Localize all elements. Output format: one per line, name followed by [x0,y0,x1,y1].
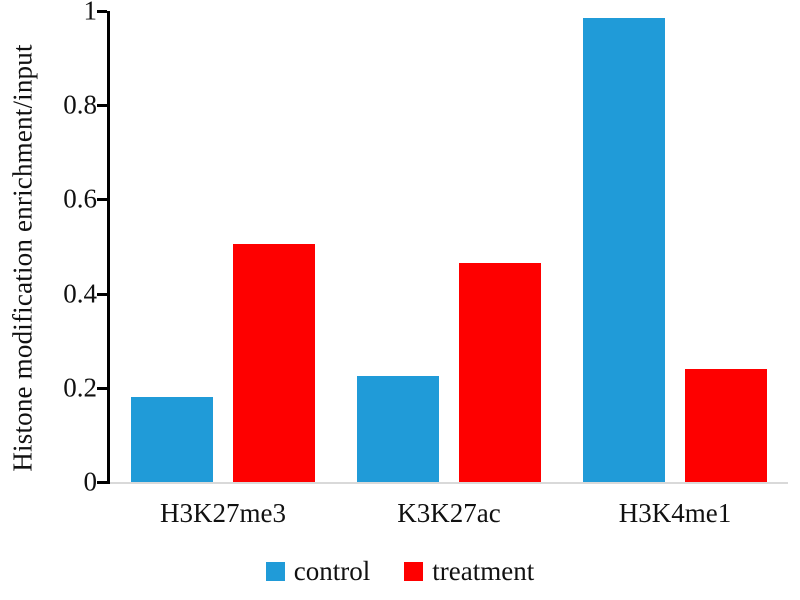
y-tick-mark [97,292,107,296]
y-axis-title: Histone modification enrichment/input [7,44,38,472]
legend-swatch-control [265,562,285,581]
y-tick-label: 0.4 [63,278,97,309]
legend-swatch-treatment [404,562,424,581]
x-axis-line [110,482,788,484]
y-tick-label: 0.6 [63,183,97,214]
legend-label-treatment: treatment [432,556,535,586]
x-axis-labels: H3K27me3 K3K27ac H3K4me1 [110,498,788,534]
bar-treatment-K3K27ac [459,263,541,482]
bar-treatment-H3K4me1 [685,368,767,482]
legend: control treatment [0,556,800,587]
legend-item-control: control [265,556,371,587]
y-tick-label: 0 [83,466,98,497]
y-tick-label: 1 [83,0,98,26]
y-tick-mark [97,198,107,202]
bar-treatment-H3K27me3 [233,244,315,482]
y-tick-label: 0.8 [63,89,97,120]
legend-label-control: control [293,556,371,586]
y-tick-mark [97,10,107,13]
bar-control-K3K27ac [357,376,439,482]
x-axis-label-K3K27ac: K3K27ac [397,498,501,528]
y-tick-mark [97,386,107,390]
x-axis-label-H3K27me3: H3K27me3 [160,498,286,528]
plot-area: 0 0.2 0.4 0.6 0.8 1 [63,0,788,497]
y-tick-mark [97,481,107,484]
y-axis-line [107,11,110,484]
bar-control-H3K27me3 [131,397,213,482]
legend-item-treatment: treatment [404,556,534,587]
x-axis-label-H3K4me1: H3K4me1 [618,498,732,528]
bar-control-H3K4me1 [583,18,665,482]
y-tick-mark [97,104,107,108]
y-tick-label: 0.2 [63,372,97,403]
